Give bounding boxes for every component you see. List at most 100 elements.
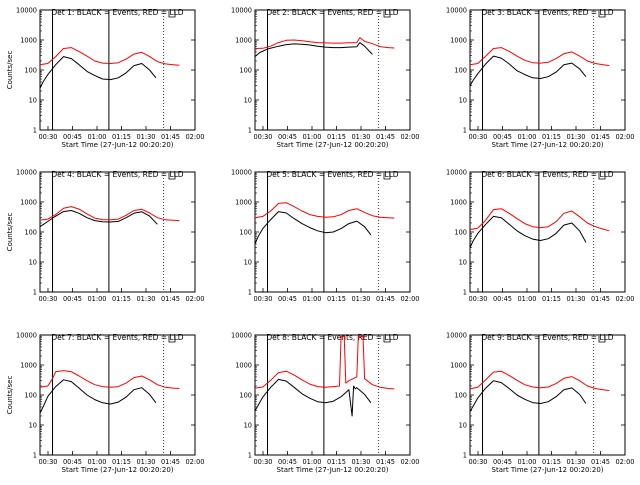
panel-det-3: Det 3: BLACK = Events, RED = LLD 1 10 100 10…: [446, 7, 634, 150]
x-axis-label: Start Time (27-Jun-12 00:20:20): [277, 466, 389, 474]
series-lld-line: [469, 208, 610, 232]
x-tick-label: 00:30: [468, 295, 487, 303]
x-tick-label: 00:30: [253, 133, 272, 141]
x-tick-label: 01:00: [302, 133, 321, 141]
range-marker: [168, 11, 176, 18]
panel-title: Det 8: BLACK = Events, RED = LLD: [266, 333, 398, 342]
x-tick-label: 01:15: [327, 458, 346, 466]
y-tick-label: 1000: [450, 199, 467, 207]
y-tick-label: 10000: [446, 332, 467, 340]
y-tick-label: 1000: [20, 362, 37, 370]
x-tick-label: 01:00: [302, 295, 321, 303]
y-tick-label: 1000: [450, 362, 467, 370]
series-events-line: [469, 380, 587, 412]
y-tick-label: 10000: [16, 169, 37, 177]
panel-title: Det 1: BLACK = Events, RED = LLD: [51, 8, 183, 17]
range-marker: [598, 11, 606, 18]
series-events-line: [469, 55, 587, 86]
range-marker: [168, 173, 176, 180]
series-lld-line: [254, 202, 395, 219]
y-tick-label: 10000: [231, 332, 252, 340]
x-tick-label: 00:30: [38, 458, 57, 466]
y-tick-label: 10000: [231, 169, 252, 177]
panel-title: Det 3: BLACK = Events, RED = LLD: [481, 8, 613, 17]
y-tick-label: 10: [29, 422, 37, 430]
y-axis-label: Counts/sec: [6, 51, 14, 90]
y-tick-label: 1: [248, 452, 252, 460]
series-events-line: [39, 379, 157, 414]
plot-frame: [39, 334, 196, 456]
panel-title: Det 7: BLACK = Events, RED = LLD: [51, 333, 183, 342]
panel-title: Det 4: BLACK = Events, RED = LLD: [51, 170, 183, 179]
x-tick-label: 01:15: [542, 295, 561, 303]
x-axis-label: Start Time (27-Jun-12 00:20:20): [492, 466, 604, 474]
series-events-line: [254, 378, 372, 417]
x-tick-label: 01:45: [376, 458, 395, 466]
series-events-line: [39, 56, 157, 89]
y-tick-label: 100: [24, 229, 37, 237]
y-tick-label: 10: [244, 422, 252, 430]
series-lld-line: [254, 37, 395, 49]
x-tick-label: 00:30: [38, 133, 57, 141]
x-tick-label: 00:45: [493, 133, 512, 141]
y-tick-label: 10: [29, 259, 37, 267]
x-tick-label: 01:30: [351, 133, 370, 141]
panel-title: Det 5: BLACK = Events, RED = LLD: [266, 170, 398, 179]
y-tick-label: 1000: [450, 37, 467, 45]
x-tick-label: 01:30: [566, 295, 585, 303]
x-axis-label: Start Time (27-Jun-12 00:20:20): [277, 141, 389, 149]
y-tick-label: 1: [463, 127, 467, 135]
x-tick-label: 01:45: [376, 295, 395, 303]
y-tick-label: 10: [459, 259, 467, 267]
x-tick-label: 00:45: [278, 458, 297, 466]
x-tick-label: 01:30: [351, 458, 370, 466]
y-tick-label: 10000: [16, 7, 37, 15]
y-tick-label: 1: [33, 127, 37, 135]
y-tick-label: 1: [33, 289, 37, 297]
y-tick-label: 100: [239, 229, 252, 237]
x-tick-label: 00:45: [278, 133, 297, 141]
y-tick-label: 1000: [235, 362, 252, 370]
x-tick-label: 01:15: [112, 458, 131, 466]
y-tick-label: 1000: [235, 199, 252, 207]
y-tick-label: 100: [239, 67, 252, 75]
y-tick-label: 10000: [446, 7, 467, 15]
x-tick-label: 01:00: [87, 295, 106, 303]
x-axis-label: Start Time (27-Jun-12 00:20:20): [62, 141, 174, 149]
plot-frame: [39, 171, 196, 293]
panel-det-6: Det 6: BLACK = Events, RED = LLD 1 10 100 10…: [446, 169, 634, 304]
y-tick-label: 10: [459, 422, 467, 430]
panel-title: Det 9: BLACK = Events, RED = LLD: [481, 333, 613, 342]
x-tick-label: 02:00: [185, 458, 204, 466]
x-tick-label: 02:00: [185, 295, 204, 303]
x-tick-label: 01:15: [542, 133, 561, 141]
plot-frame: [39, 9, 196, 131]
x-tick-label: 01:45: [161, 458, 180, 466]
x-tick-label: 01:30: [566, 133, 585, 141]
y-tick-label: 1: [248, 127, 252, 135]
x-tick-label: 02:00: [615, 458, 634, 466]
x-tick-label: 01:15: [327, 295, 346, 303]
y-tick-label: 10000: [446, 169, 467, 177]
range-marker: [383, 173, 391, 180]
series-events-line: [39, 210, 158, 228]
x-tick-label: 00:30: [38, 295, 57, 303]
panel-title: Det 6: BLACK = Events, RED = LLD: [481, 170, 613, 179]
y-tick-label: 10000: [16, 332, 37, 340]
x-tick-label: 01:15: [112, 133, 131, 141]
range-marker: [383, 11, 391, 18]
y-tick-label: 1: [463, 452, 467, 460]
x-tick-label: 01:45: [376, 133, 395, 141]
x-tick-label: 01:00: [87, 133, 106, 141]
y-tick-label: 100: [24, 67, 37, 75]
y-tick-label: 10: [244, 259, 252, 267]
y-tick-label: 100: [454, 67, 467, 75]
x-tick-label: 00:30: [468, 458, 487, 466]
x-tick-label: 02:00: [185, 133, 204, 141]
x-tick-label: 00:45: [493, 458, 512, 466]
y-tick-label: 1000: [20, 37, 37, 45]
y-tick-label: 1000: [20, 199, 37, 207]
y-tick-label: 100: [239, 392, 252, 400]
